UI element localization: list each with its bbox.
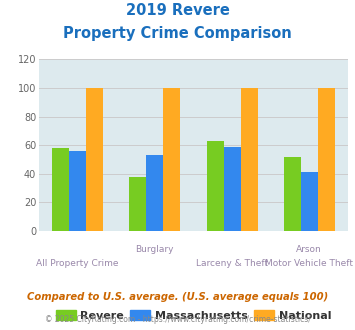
Bar (86, 88, 103, 231)
Bar (318, 88, 335, 231)
Bar (224, 147, 241, 231)
Bar (241, 88, 258, 231)
Legend: Revere, Massachusetts, National: Revere, Massachusetts, National (51, 305, 336, 325)
Text: Motor Vehicle Theft: Motor Vehicle Theft (265, 259, 353, 268)
Bar (163, 88, 180, 231)
Text: Arson: Arson (296, 245, 322, 254)
Bar (301, 172, 318, 231)
Bar (69, 151, 86, 231)
Bar (207, 141, 224, 231)
Text: All Property Crime: All Property Crime (37, 259, 119, 268)
Bar (52, 148, 69, 231)
Bar (146, 155, 163, 231)
Text: Larceny & Theft: Larceny & Theft (196, 259, 268, 268)
Text: Property Crime Comparison: Property Crime Comparison (63, 26, 292, 41)
Bar (284, 157, 301, 231)
Text: Burglary: Burglary (136, 245, 174, 254)
Text: © 2025 CityRating.com - https://www.cityrating.com/crime-statistics/: © 2025 CityRating.com - https://www.city… (45, 315, 310, 324)
Text: Compared to U.S. average. (U.S. average equals 100): Compared to U.S. average. (U.S. average … (27, 292, 328, 302)
Bar (129, 177, 146, 231)
Text: 2019 Revere: 2019 Revere (126, 3, 229, 18)
